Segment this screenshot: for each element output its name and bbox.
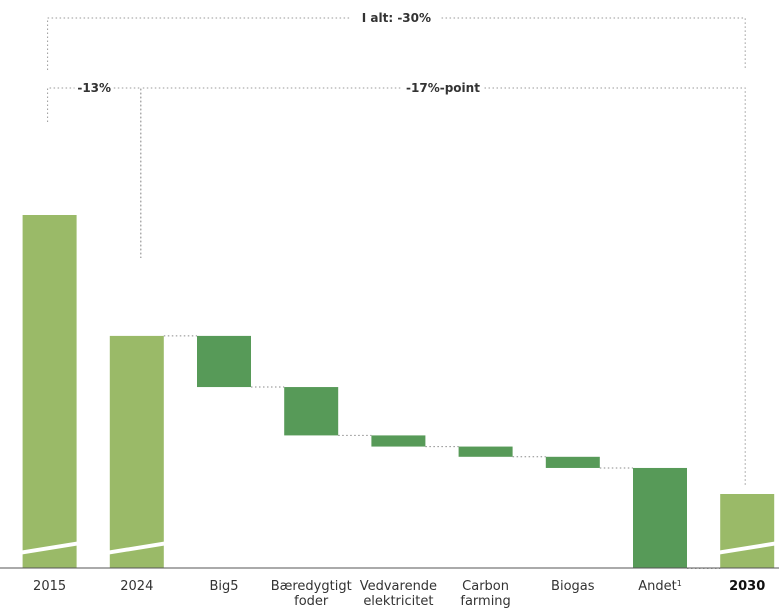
category-label-line: elektricitet — [363, 594, 433, 609]
category-label-line: Andet — [638, 579, 676, 594]
category-label-2024: 2024 — [120, 579, 153, 594]
footnote-mark: 1 — [677, 579, 682, 588]
axis-break-2030 — [716, 541, 779, 555]
annotations: I alt: -30% -13% -17%-point — [77, 11, 480, 95]
bar-biogas — [545, 456, 600, 468]
category-label-line: 2015 — [33, 579, 66, 594]
category-label-line: foder — [294, 594, 329, 609]
bar-big5 — [197, 335, 251, 388]
category-label-andet: Andet1 — [638, 579, 682, 595]
bracket-left-2 — [140, 87, 402, 258]
category-label-big5: Big5 — [209, 579, 238, 594]
bar-andet — [633, 467, 687, 569]
bracket-guides — [47, 17, 746, 486]
category-label-line: Bæredygtigt — [271, 579, 352, 594]
category-label-line: Biogas — [551, 579, 595, 594]
bracket-right-2 — [484, 87, 746, 486]
category-label-line: 2024 — [120, 579, 153, 594]
category-label-carbon-farming: Carbon farming — [460, 579, 510, 609]
annotation-label-0: I alt: -30% — [362, 11, 431, 25]
bracket-right-0 — [441, 17, 746, 70]
category-label-line: 2030 — [729, 579, 765, 594]
bar-bæredygtigt-foder — [284, 387, 339, 436]
bar-2030 — [720, 494, 775, 568]
category-label-line: farming — [460, 594, 510, 609]
bracket-left-0 — [47, 17, 352, 70]
category-label-line: Carbon — [462, 579, 509, 594]
category-label-vedvarende-elektricitet: Vedvarende elektricitet — [360, 579, 437, 609]
bar-vedvarende-elektricitet — [371, 435, 426, 447]
bar-2024 — [109, 335, 164, 568]
axis-break-2015 — [18, 541, 81, 555]
bracket-right-1 — [113, 87, 142, 258]
category-labels: 2015 2024 Big5 Bæredygtigt foder Vedvarende el… — [33, 579, 765, 610]
category-label-bæredygtigt-foder: Bæredygtigt foder — [271, 579, 352, 609]
bar-carbon-farming — [458, 446, 513, 457]
axis-break-2024 — [105, 541, 168, 555]
bar-2015 — [22, 215, 77, 568]
category-label-line: Vedvarende — [360, 579, 437, 594]
annotation-label-2: -17%-point — [406, 81, 480, 95]
category-label-2015: 2015 — [33, 579, 66, 594]
bracket-left-1 — [47, 87, 75, 122]
category-label-2030: 2030 — [729, 579, 765, 594]
bars — [18, 215, 779, 569]
category-label-biogas: Biogas — [551, 579, 595, 594]
annotation-label-1: -13% — [77, 81, 111, 95]
category-label-line: Big5 — [209, 579, 238, 594]
